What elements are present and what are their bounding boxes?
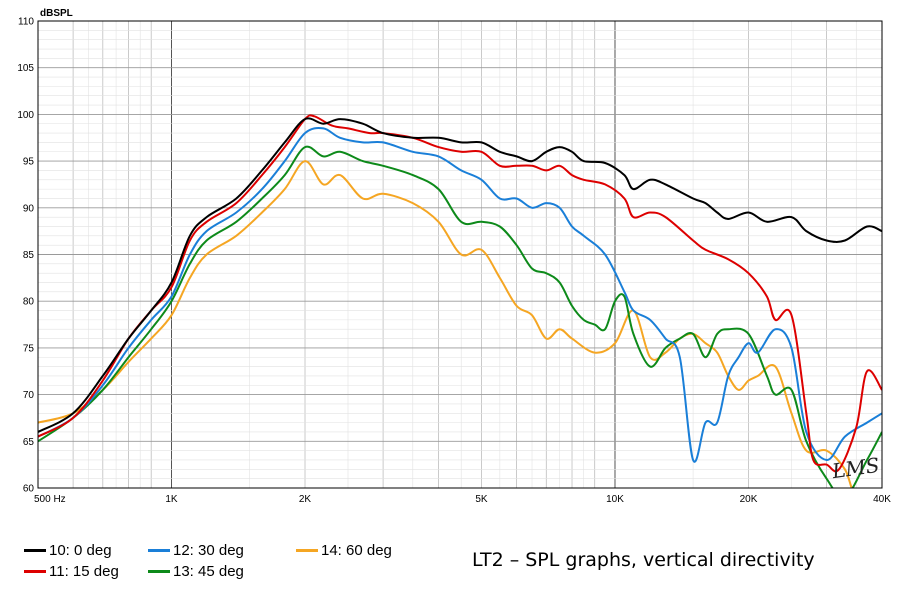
- x-tick-label: 20K: [740, 494, 758, 505]
- legend-item-30-deg: 12: 30 deg: [148, 542, 244, 560]
- x-tick-labels: 500 Hz 1K 2K 5K 10K 20K 40K: [34, 494, 891, 505]
- series-line-14-60-deg: [38, 160, 853, 488]
- legend-label: 12: 30 deg: [173, 542, 244, 559]
- y-tick-label: 95: [23, 157, 35, 168]
- spl-chart: 60 65 70 75 80 85 90 95 100 105 110 500 Hz 1K 2K 5K 10…: [17, 8, 891, 505]
- x-tick-label: 10K: [606, 494, 624, 505]
- y-tick-label: 85: [23, 250, 35, 261]
- legend-label: 14: 60 deg: [321, 542, 392, 559]
- y-tick-label: 110: [18, 17, 34, 28]
- legend-swatch-30-deg: [148, 548, 170, 552]
- y-tick-label: 100: [17, 110, 34, 121]
- x-tick-label: 2K: [299, 494, 312, 505]
- legend: 10: 0 deg 11: 15 deg 12: 30 deg 13: 45 d…: [24, 542, 392, 586]
- legend-swatch-60-deg: [296, 548, 318, 552]
- legend-label: 11: 15 deg: [49, 563, 119, 580]
- legend-item-15-deg: 11: 15 deg: [24, 563, 119, 581]
- legend-swatch-15-deg: [24, 569, 46, 573]
- y-tick-label: 75: [23, 343, 35, 354]
- x-tick-label: 5K: [475, 494, 488, 505]
- plot-frame: [37, 20, 883, 489]
- chart-series: [38, 114, 882, 488]
- x-tick-label: 40K: [873, 494, 891, 505]
- legend-swatch-0-deg: [24, 548, 46, 552]
- series-line-11-15-deg: [38, 114, 882, 473]
- legend-label: 13: 45 deg: [173, 563, 244, 580]
- y-tick-label: 65: [23, 437, 35, 448]
- y-tick-label: 70: [23, 390, 35, 401]
- legend-item-60-deg: 14: 60 deg: [296, 542, 392, 560]
- chart-grid: [38, 20, 882, 489]
- series-line-13-45-deg: [38, 145, 882, 488]
- legend-item-45-deg: 13: 45 deg: [148, 563, 244, 581]
- y-tick-label: 80: [23, 297, 35, 308]
- legend-swatch-45-deg: [148, 569, 170, 573]
- series-line-10-0-deg: [38, 117, 882, 433]
- y-tick-label: 60: [23, 484, 35, 495]
- x-tick-label: 500 Hz: [34, 494, 66, 505]
- y-tick-labels: 60 65 70 75 80 85 90 95 100 105 110: [17, 17, 34, 495]
- chart-caption: LT2 – SPL graphs, vertical directivity: [472, 549, 815, 571]
- x-tick-label: 1K: [165, 494, 178, 505]
- y-tick-label: 105: [17, 63, 34, 74]
- y-tick-label: 90: [23, 203, 35, 214]
- series-line-12-30-deg: [38, 127, 882, 463]
- legend-label: 10: 0 deg: [49, 542, 112, 559]
- y-axis-label: dBSPL: [40, 8, 73, 19]
- legend-item-0-deg: 10: 0 deg: [24, 542, 112, 560]
